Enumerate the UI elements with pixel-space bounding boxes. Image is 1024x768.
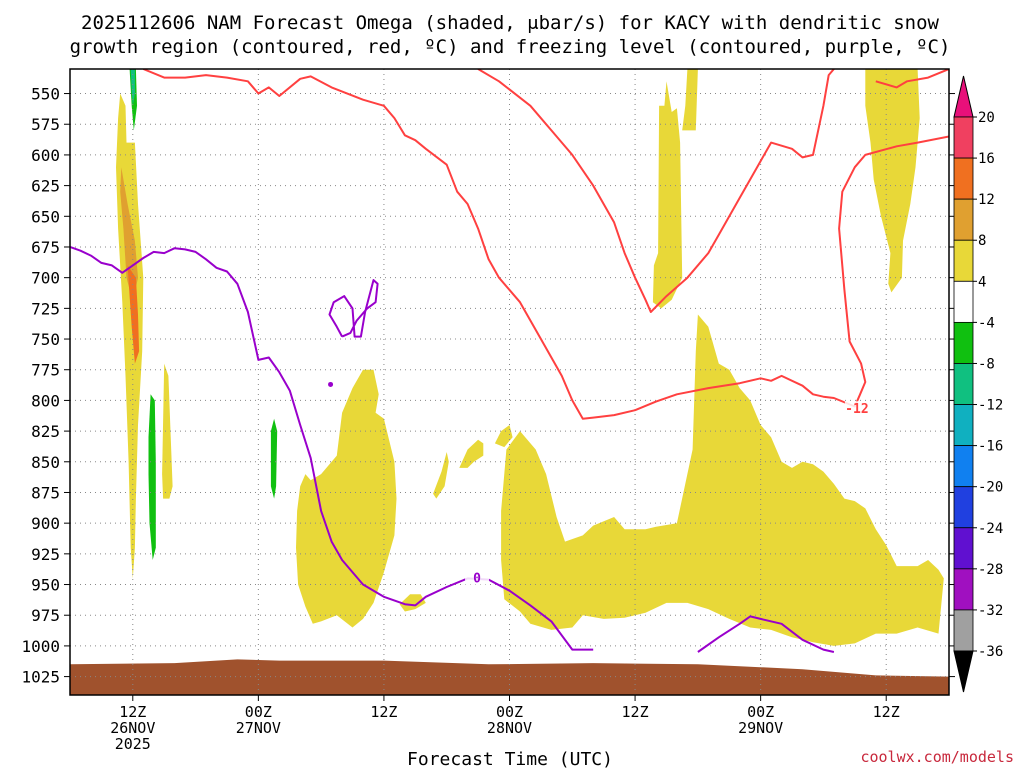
dgz-label-bg (844, 401, 869, 416)
freezing-level-contour-2 (328, 279, 379, 338)
omega-shading-0 (120, 167, 138, 303)
x-tick-label: 12Z (873, 703, 900, 721)
plot-contents: -12 0 (70, 69, 949, 695)
terrain-band (70, 659, 949, 695)
y-tick-label: 550 (31, 85, 60, 104)
chart-title-line2: growth region (contoured, red, ºC) and f… (70, 36, 951, 58)
colorbar-band (953, 404, 974, 447)
x-tick-label: 12Z (370, 703, 397, 721)
omega-shading-10 (865, 69, 920, 293)
dgz-contour-0 (142, 69, 949, 420)
colorbar-band (953, 568, 974, 611)
dgz-contour-label: -12 (845, 402, 868, 417)
colorbar-band (953, 116, 974, 159)
y-tick-label: 725 (31, 299, 60, 318)
colorbar-label: -24 (978, 521, 1003, 537)
x-tick-label: 12Z (119, 703, 146, 721)
credit-text[interactable]: coolwx.com/models (860, 748, 1014, 766)
colorbar-label: -32 (978, 603, 1003, 619)
omega-shading-8 (652, 81, 683, 309)
y-tick-label: 600 (31, 146, 60, 165)
y-tick-label: 775 (31, 361, 60, 380)
colorbar-band (953, 280, 974, 323)
omega-shading-0 (130, 69, 135, 106)
x-tick-label: 28NOV (487, 719, 532, 737)
y-tick-label: 975 (31, 606, 60, 625)
x-tick-label: 12Z (622, 703, 649, 721)
y-tick-label: 650 (31, 207, 60, 226)
freezing-level-label-bg (465, 570, 490, 585)
colorbar-band (953, 486, 974, 529)
omega-shading-6 (494, 425, 513, 448)
x-tick-label: 00Z (245, 703, 272, 721)
colorbar-top-arrow (953, 75, 974, 118)
colorbar-band (953, 527, 974, 570)
y-tick-label: 800 (31, 391, 60, 410)
y-tick-label: 1000 (21, 637, 60, 656)
colorbar-label: 4 (978, 274, 986, 290)
colorbar-label: -8 (978, 356, 995, 372)
omega-shading-0 (127, 265, 140, 364)
freezing-level-dot (328, 381, 334, 387)
colorbar-band (953, 609, 974, 652)
y-tick-label: 850 (31, 453, 60, 472)
omega-shading-1 (162, 363, 173, 499)
y-axis-pressure: 550 575 600 625 650 675 700 725 750 775 800 825 850 8… (21, 85, 955, 687)
omega-shading-5 (459, 439, 484, 468)
colorbar-band (953, 445, 974, 488)
omega-shading-3 (399, 594, 426, 612)
plot-area: -12 0 (69, 68, 950, 696)
colorbar-legend: 20 16 12 8 4 -4 -8 -12 -16 -20 -24 -28 -32 -36 (953, 75, 1003, 693)
colorbar-label: -28 (978, 562, 1003, 578)
colorbar-band (953, 239, 974, 282)
x-tick-label: 00Z (496, 703, 523, 721)
colorbar-band (953, 363, 974, 405)
y-tick-label: 625 (31, 177, 60, 196)
omega-shading-9 (682, 69, 698, 131)
omega-shading-4 (433, 452, 449, 499)
freezing-level-contour-1 (697, 615, 835, 653)
y-tick-label: 825 (31, 422, 60, 441)
omega-shading-0 (148, 394, 156, 560)
x-tick-label: 29NOV (738, 719, 783, 737)
colorbar-band (953, 157, 974, 200)
colorbar-label: -4 (978, 315, 995, 331)
colorbar-label: 20 (978, 110, 995, 126)
colorbar-bottom-arrow (953, 650, 974, 693)
x-tick-label: 2025 (115, 735, 151, 753)
x-tick-label: 27NOV (236, 719, 281, 737)
y-tick-label: 1025 (21, 668, 60, 687)
freezing-level-contour-label: 0 (473, 572, 481, 587)
y-tick-label: 950 (31, 576, 60, 595)
y-tick-label: 925 (31, 545, 60, 564)
omega-shading-7 (501, 314, 944, 646)
x-tick-label: 26NOV (110, 719, 155, 737)
colorbar-label: -36 (978, 644, 1003, 660)
x-tick-label: 00Z (747, 703, 774, 721)
y-tick-label: 750 (31, 330, 60, 349)
colorbar-label: 16 (978, 151, 995, 167)
colorbar-label: -20 (978, 480, 1003, 496)
y-tick-label: 575 (31, 115, 60, 134)
y-tick-label: 900 (31, 514, 60, 533)
dgz-contour-2 (875, 69, 949, 89)
colorbar-band (953, 198, 974, 241)
colorbar-label: -12 (978, 398, 1003, 414)
x-axis-label: Forecast Time (UTC) (407, 749, 613, 768)
colorbar-label: -16 (978, 439, 1003, 455)
colorbar-label: 8 (978, 233, 986, 249)
colorbar-band (953, 321, 974, 364)
y-tick-label: 875 (31, 483, 60, 502)
omega-shading-1 (270, 418, 278, 499)
dgz-contour-1 (477, 69, 835, 313)
omega-shading-0 (116, 93, 144, 579)
omega-shading-2 (296, 369, 397, 628)
chart-title-line1: 2025112606 NAM Forecast Omega (shaded, μ… (81, 12, 939, 34)
freezing-level-contour-0 (70, 246, 594, 651)
y-tick-label: 700 (31, 269, 60, 288)
y-tick-label: 675 (31, 238, 60, 257)
colorbar-label: 12 (978, 192, 995, 208)
